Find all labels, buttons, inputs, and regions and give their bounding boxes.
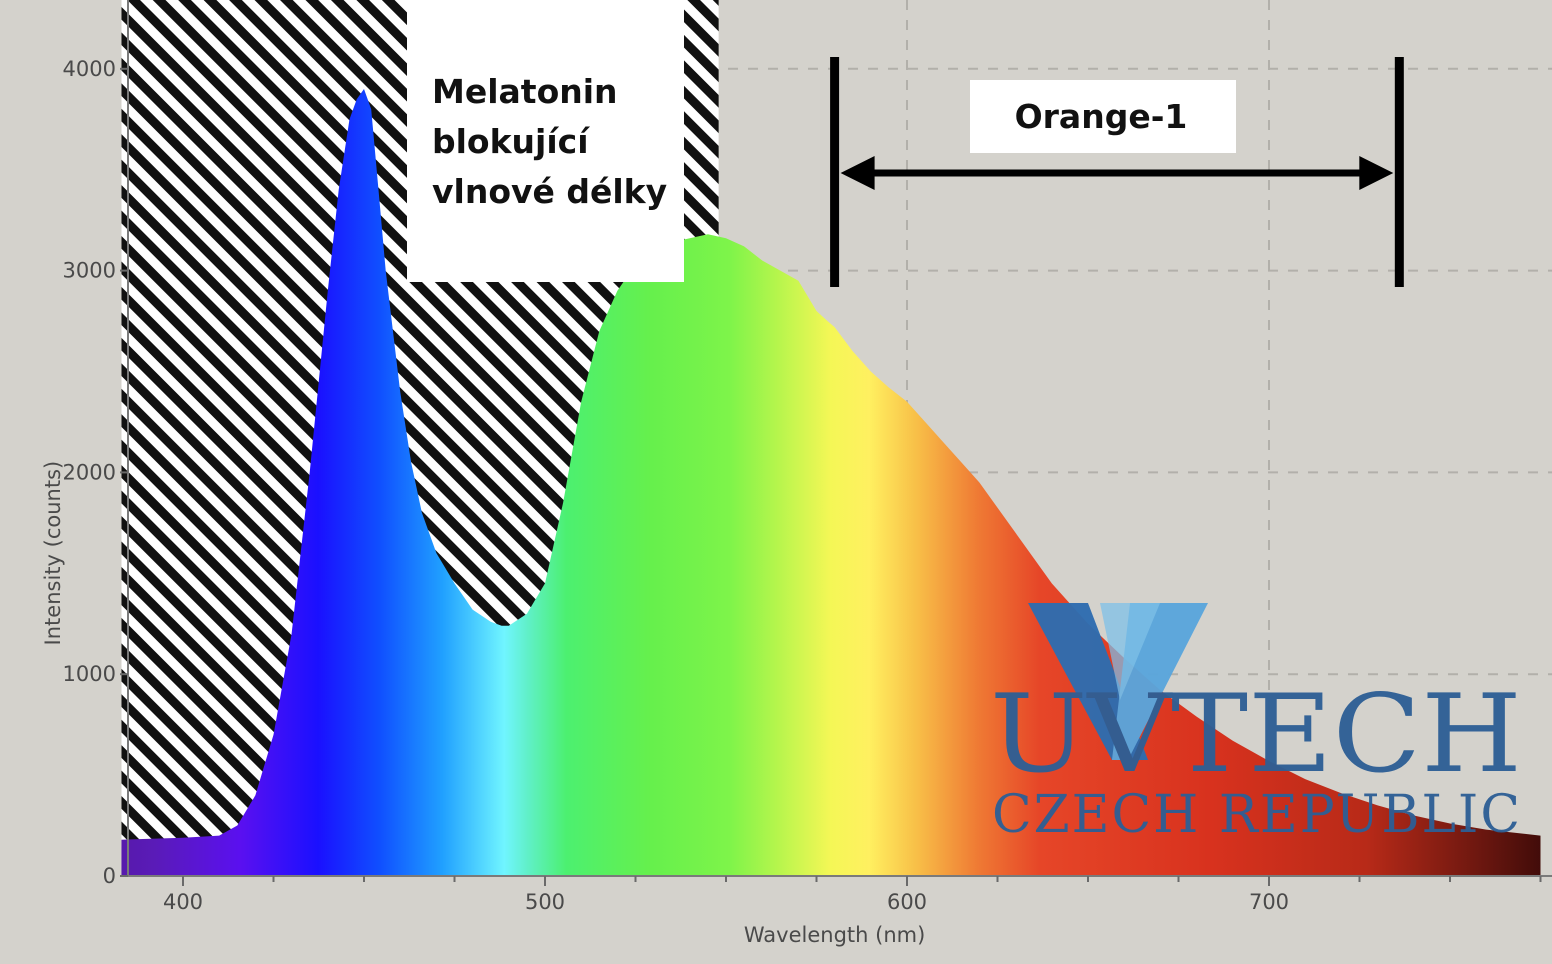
logo-v-highlight: [1100, 603, 1160, 700]
blocked-label-bg: [407, 0, 684, 282]
bracket-arrow-right-head: [1359, 156, 1394, 190]
blocked-label-line-3: vlnové délky: [432, 172, 667, 211]
x-axis-title: Wavelength (nm): [744, 923, 925, 947]
x-tick-label-400: 400: [163, 890, 203, 914]
x-tick-label-500: 500: [525, 890, 565, 914]
filter-label: Orange-1: [1015, 97, 1188, 136]
bracket-arrow-left-head: [840, 156, 875, 190]
grid-lines: [128, 0, 1552, 876]
spectrum-area: [121, 89, 1541, 876]
x-tick-label-700: 700: [1249, 890, 1289, 914]
svg-text:Orange-1: Orange-1: [1015, 97, 1188, 136]
filter-range-bracket: [830, 57, 1404, 287]
filter-label-bg: [970, 80, 1236, 153]
x-tick-label-600: 600: [887, 890, 927, 914]
y-axis-title: Intensity (counts): [41, 461, 65, 646]
axes: 0 1000 2000 3000 4000 400 500 600 700 Wavelength …: [41, 0, 1552, 947]
blocked-label-line-1: Melatonin: [432, 72, 618, 111]
blocked-label-line-2: blokující: [432, 122, 590, 161]
uvtech-logo: UVTECH CZECH REPUBLIC: [990, 603, 1522, 845]
logo-title: UVTECH: [990, 672, 1522, 797]
y-tick-label-2000: 2000: [63, 460, 116, 484]
y-tick-label-3000: 3000: [63, 259, 116, 283]
logo-subtitle: CZECH REPUBLIC: [992, 785, 1522, 845]
svg-text:Melatonin: Melatonin: [432, 72, 618, 111]
y-tick-label-0: 0: [103, 864, 116, 888]
svg-text:vlnové délky: vlnové délky: [432, 172, 667, 211]
y-tick-label-4000: 4000: [63, 57, 116, 81]
y-tick-label-1000: 1000: [63, 662, 116, 686]
blocked-label-box: Melatonin blokující vlnové délky: [407, 0, 684, 282]
svg-text:blokující: blokující: [432, 122, 590, 161]
